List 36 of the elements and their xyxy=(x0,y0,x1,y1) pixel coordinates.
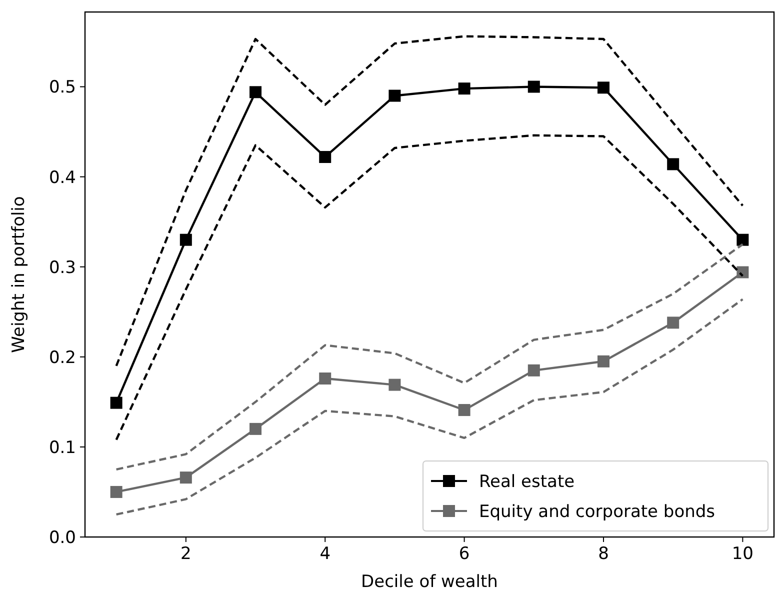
x-tick-label: 6 xyxy=(458,544,470,564)
point xyxy=(110,396,122,409)
point xyxy=(528,364,540,376)
point xyxy=(736,266,749,278)
x-tick-label: 4 xyxy=(320,544,331,564)
y-tick-label: 0.3 xyxy=(48,258,76,278)
point xyxy=(319,150,332,163)
y-tick-label: 0.2 xyxy=(48,348,76,368)
point xyxy=(528,80,540,93)
y-tick-label: 0.4 xyxy=(48,168,76,188)
x-tick-label: 10 xyxy=(732,544,754,564)
y-tick-label: 0.0 xyxy=(48,528,76,548)
point xyxy=(597,355,610,368)
y-axis-title: Weight in portfolio xyxy=(9,196,29,353)
y-tick-label: 0.1 xyxy=(48,438,76,458)
x-axis-title: Decile of wealth xyxy=(361,572,498,592)
point xyxy=(250,86,262,98)
point xyxy=(667,316,680,329)
legend-label: Equity and corporate bonds xyxy=(479,502,716,522)
x-tick-label: 2 xyxy=(180,544,192,564)
y-tick-label: 0.5 xyxy=(48,78,76,98)
point xyxy=(180,472,192,484)
point xyxy=(250,422,262,435)
point xyxy=(597,82,610,94)
x-tick-label: 8 xyxy=(598,544,609,564)
point xyxy=(319,372,332,385)
point xyxy=(388,90,401,102)
point xyxy=(110,486,122,498)
legend-label: Real estate xyxy=(479,472,575,492)
point xyxy=(667,158,680,170)
line-series xyxy=(115,35,744,367)
point xyxy=(458,404,470,416)
point xyxy=(458,82,470,95)
point xyxy=(388,378,401,391)
point xyxy=(180,234,192,246)
point xyxy=(736,234,749,246)
